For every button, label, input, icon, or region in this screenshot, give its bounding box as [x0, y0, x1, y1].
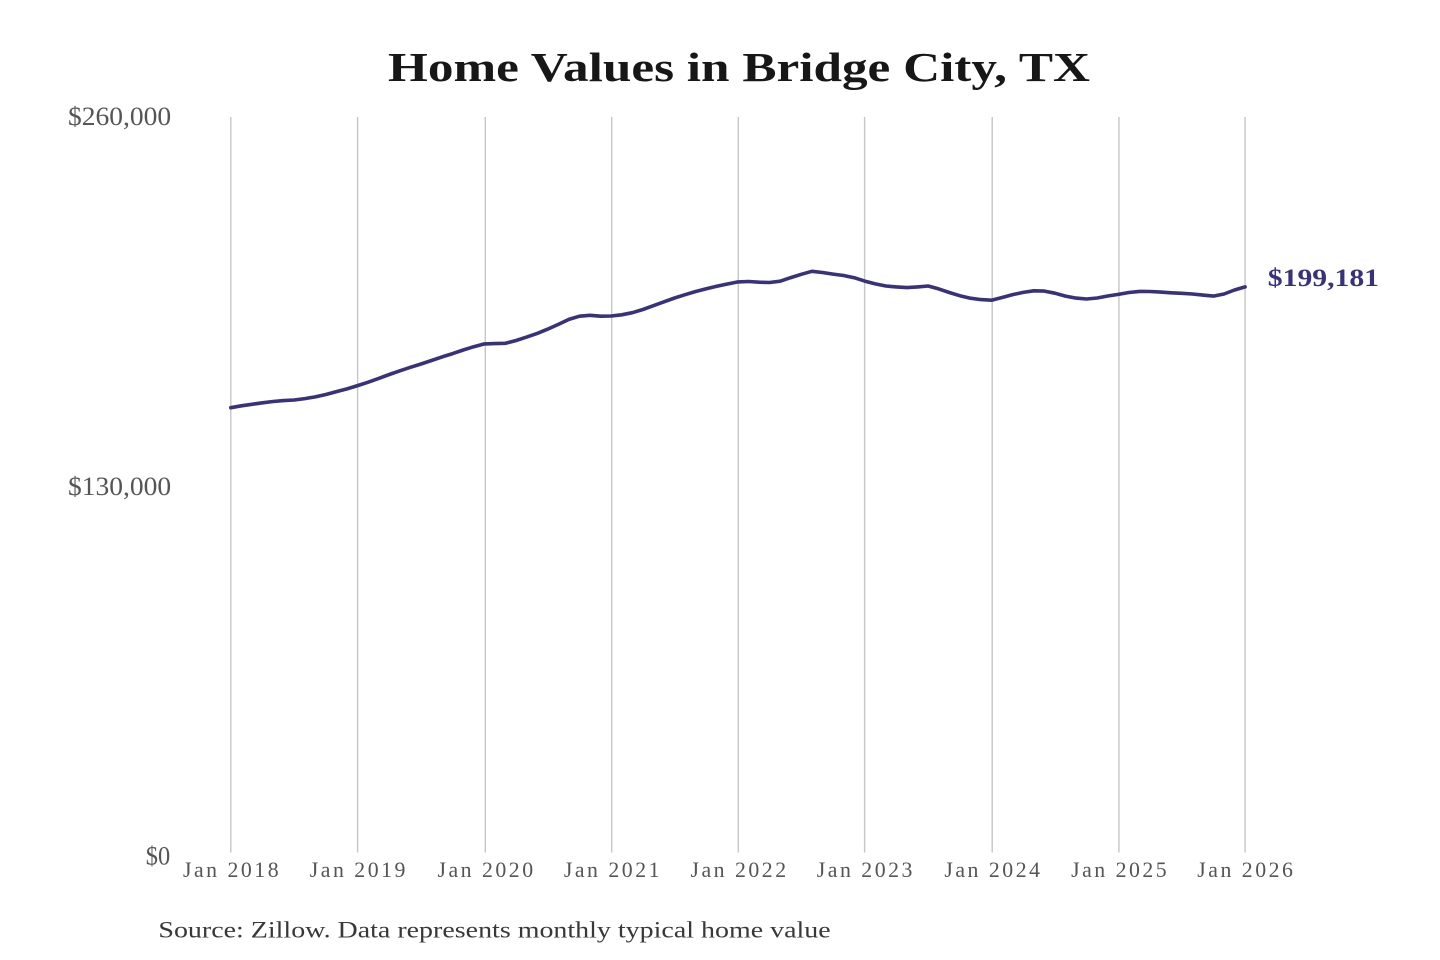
svg-text:$130,000: $130,000 — [68, 471, 171, 501]
svg-text:Jan 2020: Jan 2020 — [438, 858, 534, 882]
svg-text:Jan 2019: Jan 2019 — [310, 858, 406, 882]
svg-text:Home Values in Bridge City, TX: Home Values in Bridge City, TX — [388, 44, 1090, 90]
svg-text:Jan 2022: Jan 2022 — [691, 858, 787, 882]
svg-text:Jan 2025: Jan 2025 — [1071, 858, 1167, 882]
svg-text:Jan 2021: Jan 2021 — [564, 858, 660, 882]
svg-text:Jan 2026: Jan 2026 — [1197, 858, 1293, 882]
svg-text:$199,181: $199,181 — [1268, 264, 1379, 292]
svg-text:Jan 2023: Jan 2023 — [817, 858, 913, 882]
svg-text:Jan 2018: Jan 2018 — [183, 858, 279, 882]
svg-text:Jan 2024: Jan 2024 — [944, 858, 1040, 882]
svg-text:$260,000: $260,000 — [68, 101, 171, 131]
svg-text:Source: Zillow. Data represent: Source: Zillow. Data represents monthly … — [158, 918, 830, 944]
svg-text:$0: $0 — [146, 840, 170, 870]
